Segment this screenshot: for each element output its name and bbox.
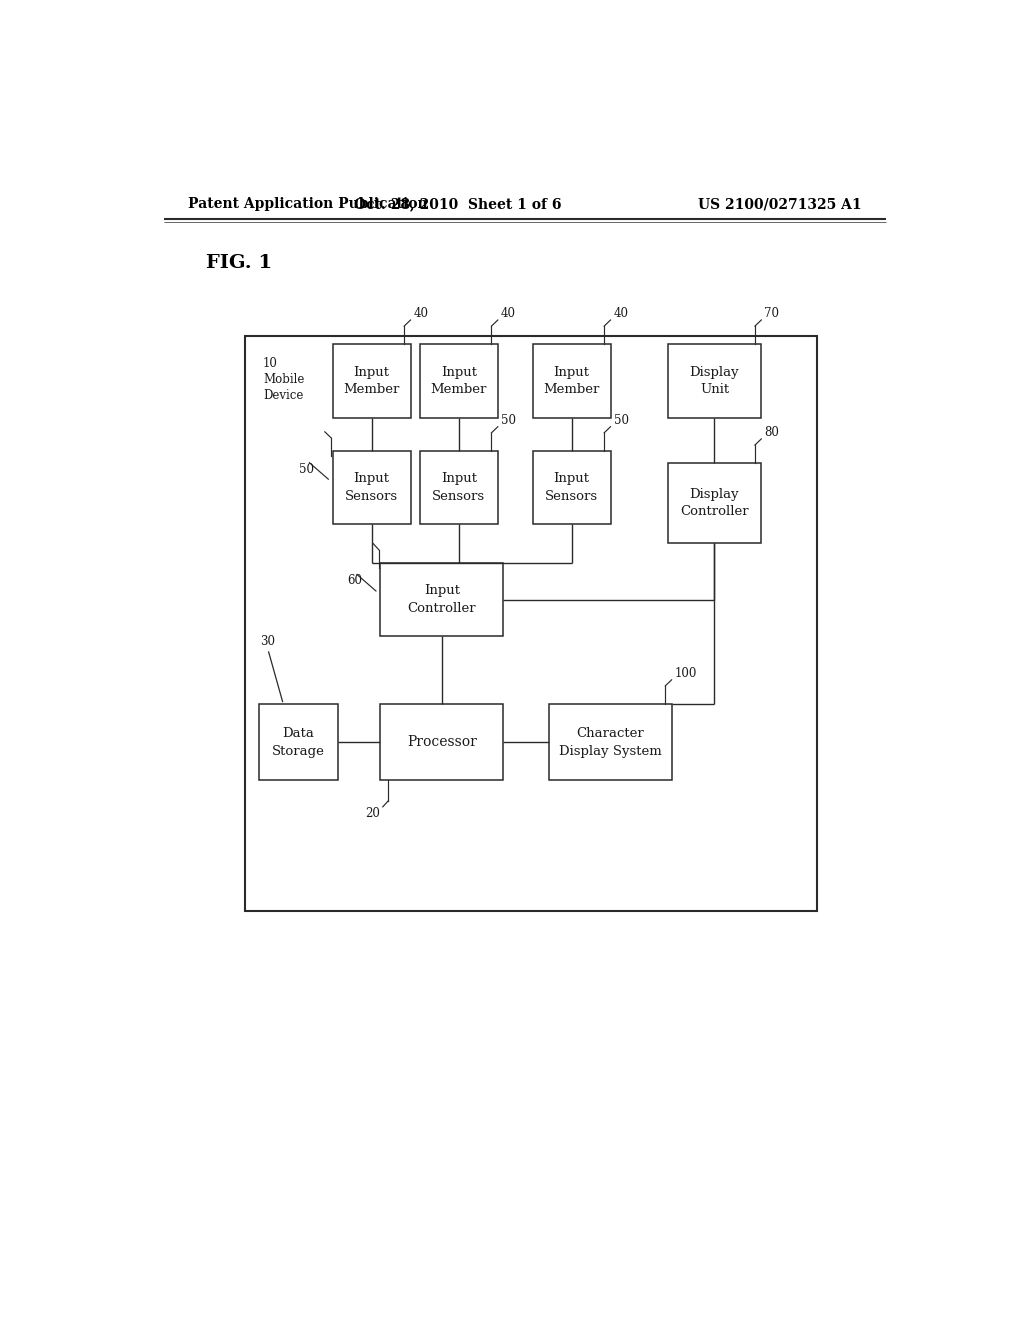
- Text: US 2100/0271325 A1: US 2100/0271325 A1: [698, 197, 862, 211]
- Text: Character
Display System: Character Display System: [559, 727, 662, 758]
- Text: 100: 100: [675, 667, 697, 680]
- Text: Input
Sensors: Input Sensors: [432, 473, 485, 503]
- Bar: [420, 451, 498, 524]
- Text: 20: 20: [366, 807, 380, 820]
- Text: 50: 50: [299, 462, 314, 475]
- Text: 50: 50: [613, 413, 629, 426]
- Text: Data
Storage: Data Storage: [272, 727, 325, 758]
- Bar: [246, 337, 817, 911]
- Bar: [420, 345, 498, 417]
- Text: Input
Controller: Input Controller: [408, 585, 476, 615]
- Bar: [380, 562, 504, 636]
- Text: 10
Mobile
Device: 10 Mobile Device: [263, 356, 304, 401]
- Bar: [668, 345, 761, 417]
- Text: 40: 40: [613, 308, 629, 319]
- Bar: [259, 704, 338, 780]
- Text: Input
Sensors: Input Sensors: [345, 473, 398, 503]
- Text: Input
Member: Input Member: [431, 366, 487, 396]
- Text: Patent Application Publication: Patent Application Publication: [187, 197, 427, 211]
- Text: 80: 80: [765, 426, 779, 440]
- Text: Processor: Processor: [407, 735, 477, 750]
- Text: 70: 70: [765, 308, 779, 319]
- Bar: [380, 704, 504, 780]
- Bar: [532, 451, 610, 524]
- Text: Display
Controller: Display Controller: [680, 487, 749, 519]
- Text: 40: 40: [414, 308, 429, 319]
- Bar: [668, 463, 761, 543]
- Text: Input
Member: Input Member: [343, 366, 399, 396]
- Text: 50: 50: [501, 413, 516, 426]
- Text: FIG. 1: FIG. 1: [206, 253, 272, 272]
- Bar: [333, 451, 411, 524]
- Text: Oct. 28, 2010  Sheet 1 of 6: Oct. 28, 2010 Sheet 1 of 6: [353, 197, 561, 211]
- Bar: [333, 345, 411, 417]
- Text: 40: 40: [501, 308, 516, 319]
- Text: Input
Member: Input Member: [544, 366, 600, 396]
- Bar: [532, 345, 610, 417]
- Text: 60: 60: [347, 574, 362, 587]
- Text: Display
Unit: Display Unit: [689, 366, 739, 396]
- Text: 30: 30: [260, 635, 275, 648]
- Text: Input
Sensors: Input Sensors: [545, 473, 598, 503]
- Bar: [549, 704, 672, 780]
